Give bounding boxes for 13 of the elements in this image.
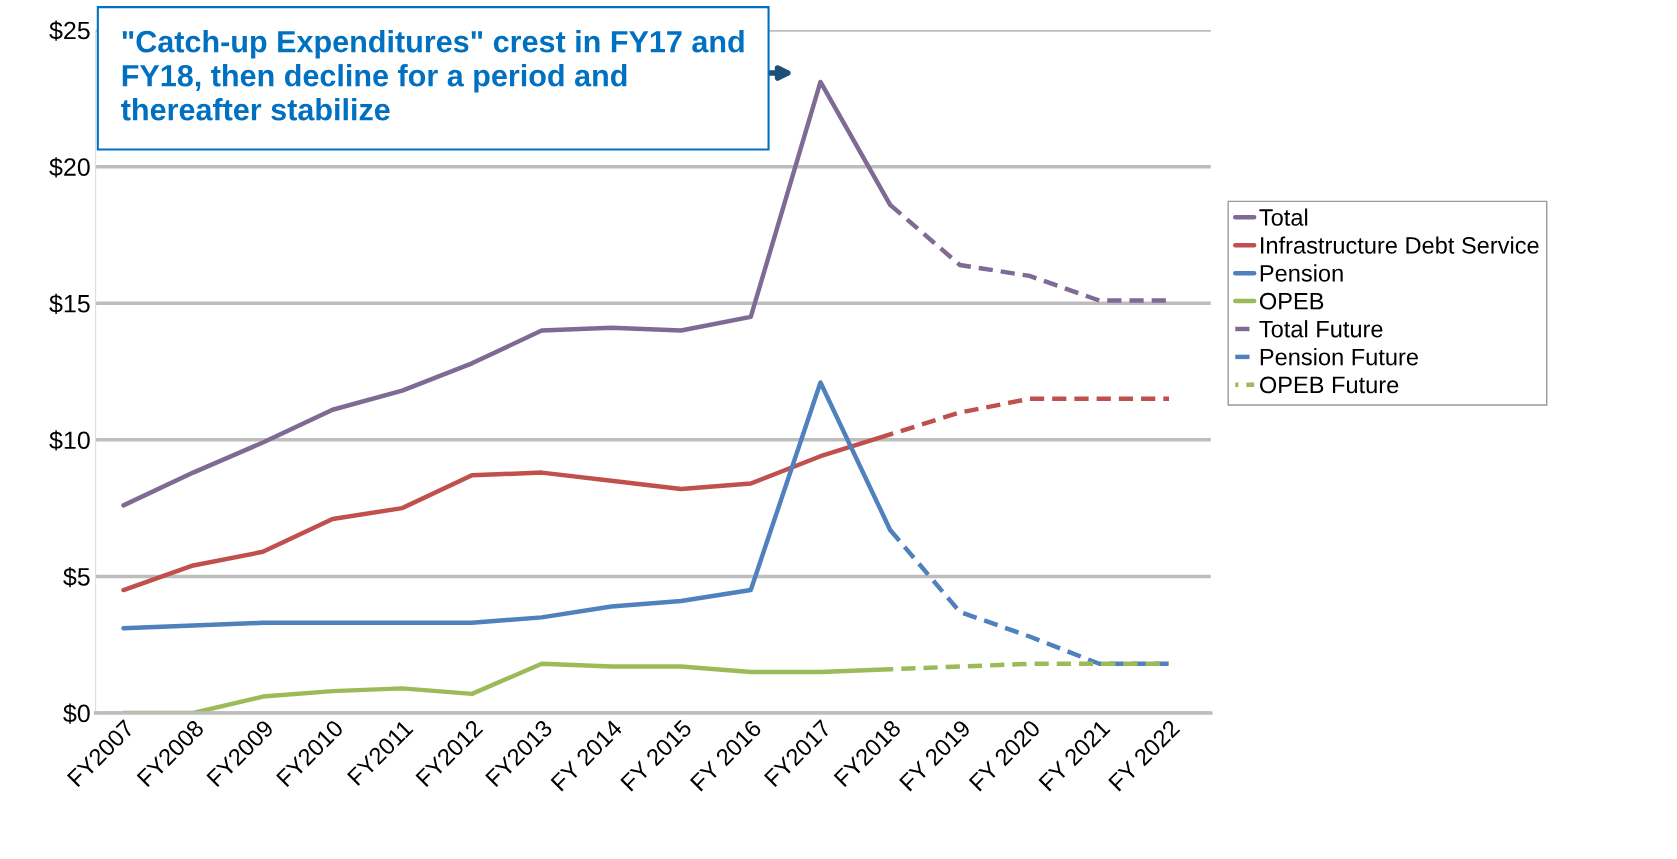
y-tick-label: $25 (49, 20, 90, 41)
y-tick-label: $10 (49, 430, 90, 451)
legend-label: Total (1259, 208, 1308, 226)
legend-label: Pension (1260, 264, 1343, 282)
legend-label: Pension Future (1260, 348, 1418, 366)
legend-label: Infrastructure Debt Service (1261, 236, 1539, 254)
legend-label: OPEB (1259, 292, 1324, 310)
y-tick-label: $15 (49, 293, 90, 315)
annotation: "Catch-up Expenditures" crest in FY17 and FY18, then decline for a period and thereafter stabilize (121, 30, 744, 121)
legend-label: Total Future (1259, 320, 1383, 338)
legend-label: OPEB Future (1259, 376, 1399, 394)
y-tick-label: $20 (49, 157, 90, 178)
y-tick-label: $5 (63, 566, 90, 588)
